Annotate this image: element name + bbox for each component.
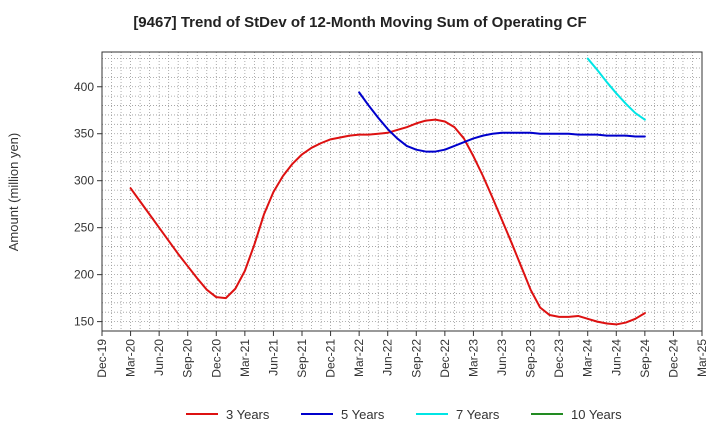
x-tick-label: Sep-20 xyxy=(181,339,195,378)
series-layer xyxy=(129,57,646,326)
x-tick-label: Dec-24 xyxy=(666,339,680,378)
x-tick-label: Mar-25 xyxy=(695,339,709,377)
x-tick-label: Sep-23 xyxy=(524,339,538,378)
x-tick-label: Sep-22 xyxy=(409,339,423,378)
x-tick-label: Mar-23 xyxy=(466,339,480,377)
legend-label-5-years: 5 Years xyxy=(341,407,385,422)
x-tick-label: Dec-20 xyxy=(209,339,223,378)
series-line-5-years xyxy=(358,91,646,153)
x-tick-label: Jun-20 xyxy=(152,339,166,376)
x-tick-label: Mar-20 xyxy=(124,339,138,377)
y-tick-label: 300 xyxy=(74,174,94,188)
grid-layer xyxy=(101,52,703,331)
x-tick-label: Dec-21 xyxy=(324,339,338,378)
x-tick-label: Dec-22 xyxy=(438,339,452,378)
x-tick-label: Jun-22 xyxy=(381,339,395,376)
legend-label-3-years: 3 Years xyxy=(226,407,270,422)
y-tick-label: 350 xyxy=(74,127,94,141)
x-tick-label: Mar-21 xyxy=(238,339,252,377)
x-tick-label: Mar-24 xyxy=(581,339,595,377)
x-tick-label: Sep-21 xyxy=(295,339,309,378)
y-axis-label: Amount (million yen) xyxy=(6,133,21,252)
x-tick-label: Mar-22 xyxy=(352,339,366,377)
legend-label-10-years: 10 Years xyxy=(571,407,622,422)
series-line-3-years xyxy=(129,118,646,326)
x-tick-label: Jun-24 xyxy=(609,339,623,376)
plot-frame xyxy=(101,51,703,332)
legend-label-7-years: 7 Years xyxy=(456,407,500,422)
plot-area xyxy=(102,52,702,331)
legend: 3 Years 5 Years 7 Years 10 Years xyxy=(186,407,622,422)
y-tick-label: 400 xyxy=(74,80,94,94)
y-tick-label: 250 xyxy=(74,221,94,235)
series-line-7-years xyxy=(586,57,646,121)
y-tick-label: 150 xyxy=(74,315,94,329)
x-tick-label: Jun-21 xyxy=(266,339,280,376)
x-tick-label: Jun-23 xyxy=(495,339,509,376)
y-tick-label: 200 xyxy=(74,268,94,282)
x-tick-label: Dec-23 xyxy=(552,339,566,378)
x-tick-label: Sep-24 xyxy=(638,339,652,378)
chart-title: [9467] Trend of StDev of 12-Month Moving… xyxy=(133,14,587,31)
axis-layer: 150 200 250 300 350 400 Dec-19 Mar-20 Jun-20 Sep-… xyxy=(74,51,709,378)
x-tick-label: Dec-19 xyxy=(95,339,109,378)
